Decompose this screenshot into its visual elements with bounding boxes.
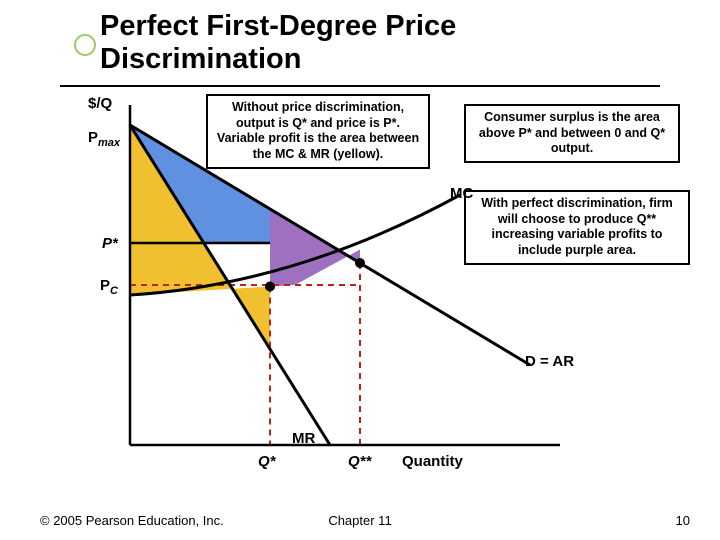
qdstar-label: Q** [348,453,371,470]
quantity-label: Quantity [402,453,463,470]
pc-label: PC [100,277,118,297]
pmax-p: P [88,129,98,146]
pc-sub: C [110,285,118,297]
footer-chapter: Chapter 11 [0,513,720,528]
title-line2: Discrimination [100,43,301,75]
slide-title: Perfect First-Degree Price Discriminatio… [100,10,456,77]
mr-label: MR [292,430,315,447]
footer-page: 10 [676,513,690,528]
mc-label: MC [450,185,473,202]
pc-p: P [100,277,110,294]
title-line1: Perfect First-Degree Price [100,10,456,42]
price-discrimination-chart: $/Q Pmax P* PC MC D = AR MR Q* Q** Quant… [60,95,600,465]
title-bullet [74,34,96,56]
pstar-label: P* [102,235,118,252]
pmax-label: Pmax [88,129,120,149]
chart-svg [60,95,600,465]
title-underline [60,85,660,87]
mc-d-intersection-dot [355,258,365,268]
pmax-sub: max [98,137,120,149]
mc-mr-intersection-dot [265,282,275,292]
d-label: D = AR [525,353,574,370]
y-axis-label: $/Q [88,95,112,112]
qstar-label: Q* [258,453,276,470]
